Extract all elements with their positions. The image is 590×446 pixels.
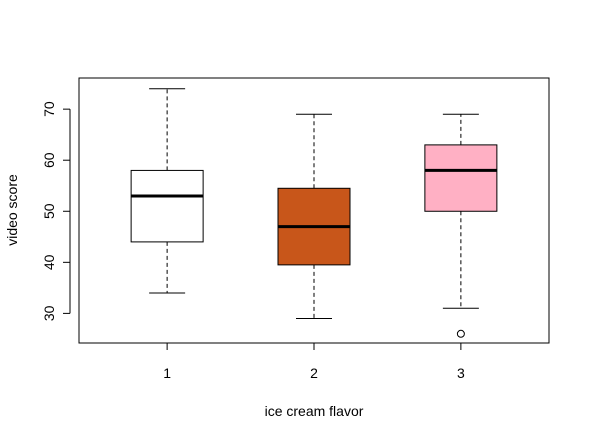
x-tick-label: 2 bbox=[310, 365, 318, 381]
y-tick-label: 30 bbox=[41, 305, 57, 321]
iqr-box bbox=[130, 169, 204, 243]
y-tick-label: 50 bbox=[41, 203, 57, 219]
boxes-layer bbox=[130, 88, 498, 338]
outlier-point bbox=[456, 329, 465, 338]
box-group-3 bbox=[424, 113, 498, 338]
x-tick-label: 1 bbox=[163, 365, 171, 381]
x-axis-label: ice cream flavor bbox=[265, 403, 364, 419]
y-axis: 30 40 50 60 70 bbox=[41, 101, 71, 321]
y-tick-label: 70 bbox=[41, 101, 57, 117]
box-group-1 bbox=[130, 88, 204, 294]
y-tick-label: 60 bbox=[41, 152, 57, 168]
x-axis: 1 2 3 bbox=[163, 342, 465, 381]
iqr-box bbox=[424, 144, 498, 212]
y-axis-label: video score bbox=[4, 174, 20, 246]
x-tick-label: 3 bbox=[457, 365, 465, 381]
y-tick-label: 40 bbox=[41, 254, 57, 270]
box-group-2 bbox=[277, 113, 351, 319]
